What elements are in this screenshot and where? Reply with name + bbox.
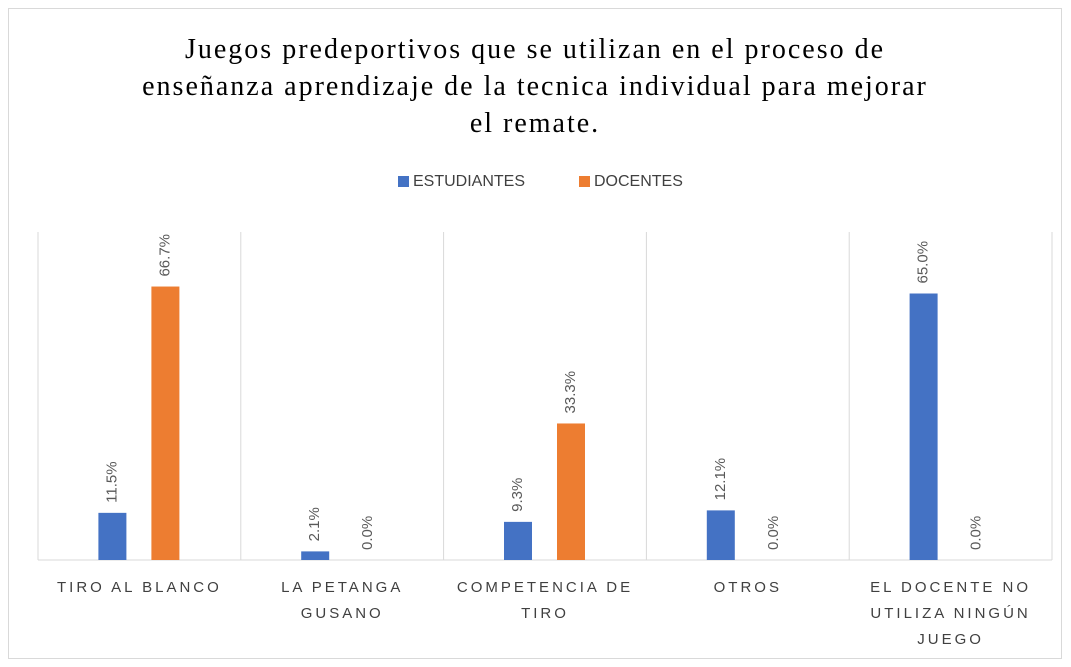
- bar: [909, 293, 938, 560]
- x-tick-label: EL DOCENTE NO UTILIZA NINGÚN JUEGO: [870, 579, 1032, 648]
- chart-border: [8, 8, 1062, 659]
- legend-swatch: [398, 176, 409, 187]
- x-tick-label: COMPETENCIA DE TIRO: [456, 579, 634, 622]
- data-label: 0.0%: [359, 516, 376, 550]
- data-label: 12.1%: [712, 458, 729, 501]
- data-label: 2.1%: [306, 507, 323, 541]
- x-tick-label: TIRO AL BLANCO: [56, 579, 222, 596]
- legend-label: DOCENTES: [594, 173, 683, 190]
- x-tick-label: OTROS: [713, 579, 782, 596]
- data-label: 0.0%: [968, 516, 985, 550]
- legend-label: ESTUDIANTES: [413, 173, 525, 190]
- chart-title: Juegos predeportivos que se utilizan en …: [142, 34, 928, 139]
- x-tick-label: LA PETANGA GUSANO: [281, 579, 404, 622]
- bar: [98, 512, 127, 560]
- bar: [504, 521, 532, 560]
- data-label: 33.3%: [562, 371, 579, 414]
- data-label: 11.5%: [103, 461, 120, 502]
- data-label: 65.0%: [915, 241, 932, 284]
- bar: [706, 510, 735, 560]
- bar: [151, 286, 180, 560]
- data-label: 0.0%: [765, 516, 782, 550]
- data-label: 66.7%: [156, 234, 173, 277]
- bar: [301, 551, 330, 560]
- bar: [557, 423, 585, 560]
- data-label: 9.3%: [509, 478, 526, 512]
- legend-swatch: [579, 176, 590, 187]
